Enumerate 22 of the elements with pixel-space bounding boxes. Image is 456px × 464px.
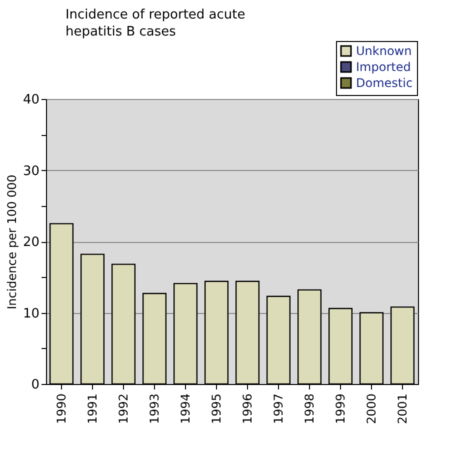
x-tick-label: 1997	[272, 394, 286, 424]
x-tick-label: 2001	[396, 394, 410, 424]
y-tick-label: 20	[22, 235, 40, 250]
x-tick-label: 1991	[86, 394, 100, 424]
legend-label: Unknown	[356, 44, 412, 58]
legend-label: Imported	[356, 60, 411, 74]
x-tick-label: 1994	[178, 394, 192, 424]
x-tick-label: 1995	[210, 394, 224, 424]
y-tick-label: 10	[22, 306, 40, 322]
x-tick-label: 1999	[334, 394, 348, 424]
y-tick-label: 40	[22, 92, 40, 108]
x-tick-label: 1996	[240, 394, 254, 424]
x-tick-label: 1992	[116, 394, 130, 424]
x-tick-label: 1993	[148, 394, 162, 424]
y-tick-label: 0	[31, 378, 40, 392]
x-tick-label: 2000	[364, 394, 378, 424]
y-axis-title: Incidence per 100 000	[4, 174, 19, 310]
x-tick-label: 1990	[54, 394, 68, 424]
legend-label: Domestic	[356, 76, 413, 90]
x-tick-label: 1998	[302, 394, 316, 424]
y-tick-label: 30	[22, 164, 40, 179]
chart-title: Incidence of reported acute hepatitis B cases	[65, 8, 246, 40]
